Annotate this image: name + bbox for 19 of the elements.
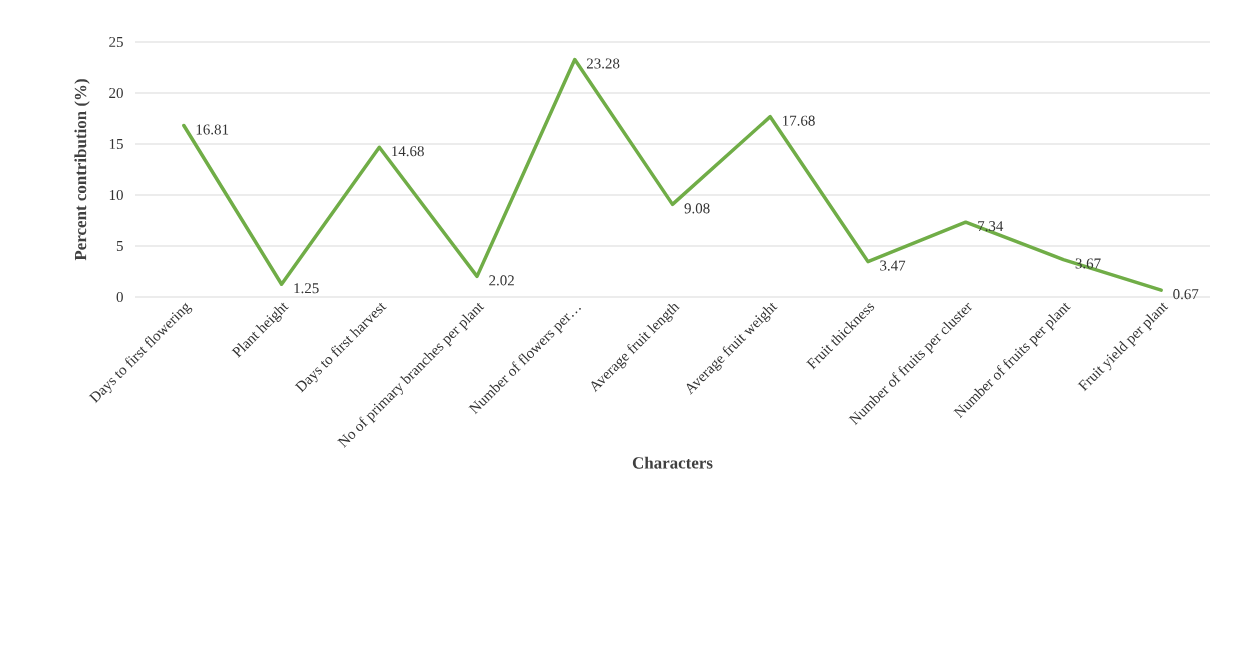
y-tick-label: 20: [109, 87, 123, 99]
data-label: 7.34: [978, 221, 1004, 232]
data-label: 16.81: [196, 124, 229, 135]
y-tick-label: 25: [109, 36, 123, 48]
data-label: 14.68: [392, 146, 424, 157]
data-label: 9.08: [684, 203, 710, 214]
y-tick-label: 5: [116, 241, 123, 251]
x-axis-title: Characters: [632, 456, 713, 469]
y-axis-title: Percent contribution (%): [74, 79, 90, 261]
y-tick-label: 0: [116, 291, 123, 303]
line-series: [182, 57, 1163, 292]
data-label: 1.25: [294, 283, 319, 294]
data-label: 23.28: [586, 58, 620, 69]
data-label: 0.67: [1173, 289, 1199, 300]
data-label: 3.47: [880, 260, 906, 271]
data-label: 17.68: [783, 115, 815, 126]
y-tick-label: 15: [109, 139, 123, 149]
y-tick-label: 10: [109, 189, 123, 201]
data-label: 2.02: [489, 275, 514, 286]
